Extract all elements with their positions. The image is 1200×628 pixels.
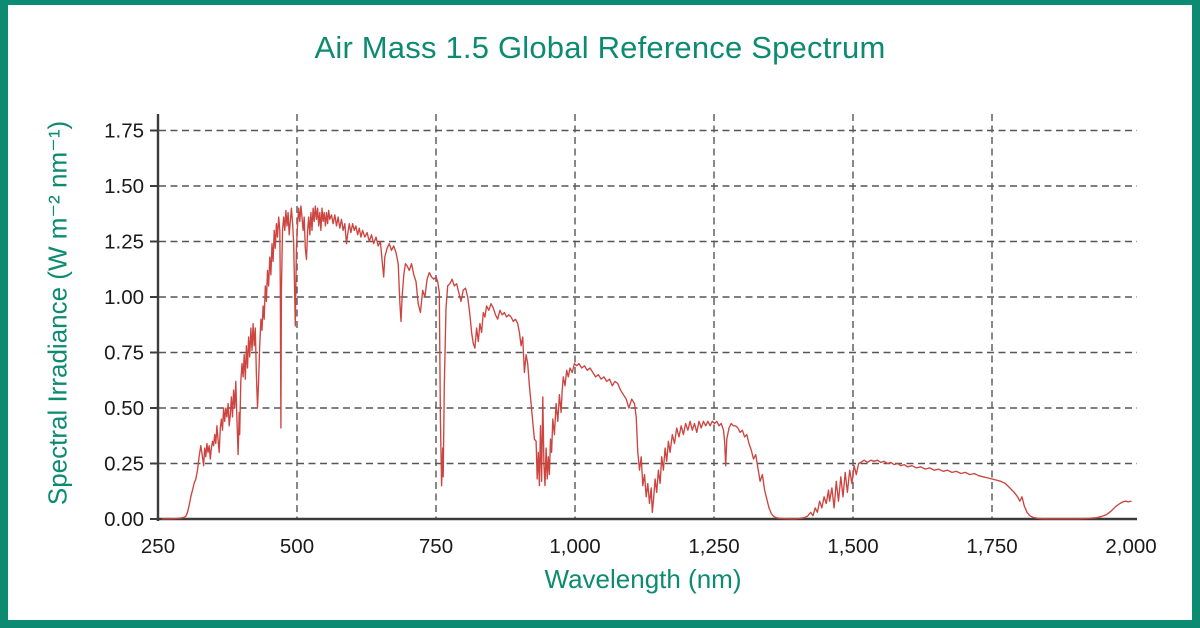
chart-title: Air Mass 1.5 Global Reference Spectrum <box>314 30 886 65</box>
y-tick-label: 0.25 <box>104 453 144 476</box>
y-tick-label: 1.50 <box>104 175 144 198</box>
x-tick-label: 500 <box>280 535 314 558</box>
x-axis-title: Wavelength (nm) <box>544 564 742 594</box>
x-tick-label: 750 <box>419 535 453 558</box>
y-tick-label: 0.00 <box>104 508 144 531</box>
x-tick-label: 1,000 <box>549 535 600 558</box>
y-tick-label: 0.50 <box>104 397 144 420</box>
y-tick-label: 1.00 <box>104 286 144 309</box>
x-tick-label: 1,250 <box>688 535 739 558</box>
y-tick-label: 0.75 <box>104 342 144 365</box>
x-tick-label: 1,750 <box>966 535 1017 558</box>
x-tick-label: 1,500 <box>827 535 878 558</box>
x-tick-label: 250 <box>141 535 175 558</box>
y-tick-label: 1.75 <box>104 120 144 143</box>
x-tick-label: 2,000 <box>1105 535 1156 558</box>
spectrum-curve <box>161 205 1132 520</box>
y-tick-label: 1.25 <box>104 231 144 254</box>
